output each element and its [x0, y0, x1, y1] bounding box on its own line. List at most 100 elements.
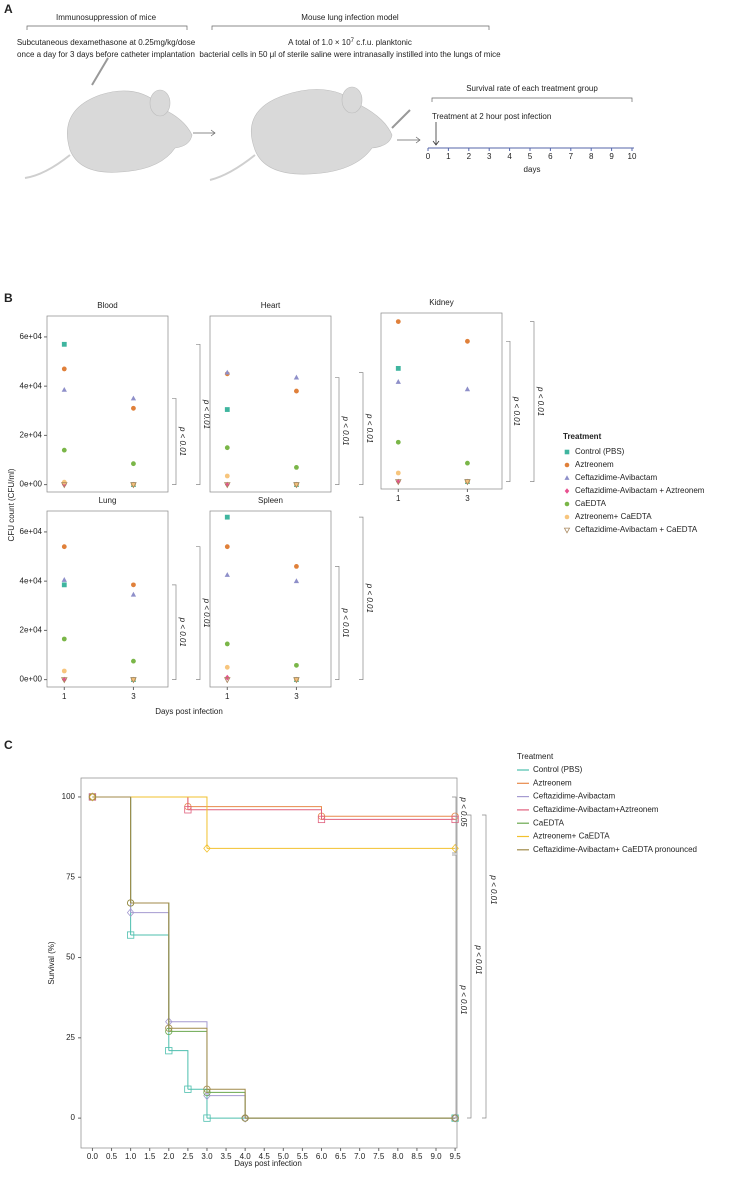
marker — [224, 445, 230, 451]
x-tick-label: 6.0 — [316, 1152, 328, 1161]
marker — [224, 407, 230, 412]
y-tick-label: 25 — [66, 1033, 75, 1042]
marker — [465, 460, 470, 466]
legend-label: Ceftazidime-Avibactam + CaEDTA — [575, 525, 698, 534]
x-tick-label: 3.0 — [201, 1152, 213, 1161]
marker — [88, 793, 97, 801]
annotation: p < 0.01 — [365, 413, 374, 443]
timeline-tick-label: 7 — [569, 152, 574, 161]
bracket — [211, 25, 490, 30]
x-tick-label: 7.5 — [373, 1152, 385, 1161]
marker — [395, 379, 401, 384]
legend-label: Control (PBS) — [575, 447, 625, 456]
y-axis-label: CFU count (CFU/ml) — [7, 468, 16, 541]
x-tick-label: 1.0 — [125, 1152, 137, 1161]
legend-marker — [564, 462, 570, 468]
x-tick-label: 1 — [396, 494, 401, 503]
marker — [394, 479, 402, 486]
marker — [294, 464, 299, 470]
marker — [451, 1114, 459, 1122]
marker — [224, 664, 230, 670]
annotation: p < 0.01 — [459, 984, 468, 1014]
step-text: bacterial cells in 50 μl of sterile sali… — [199, 50, 501, 59]
marker — [203, 843, 211, 853]
legend-label: Aztreonem — [533, 778, 572, 787]
marker — [203, 1091, 211, 1101]
y-axis-label: Survival (%) — [47, 941, 56, 984]
marker — [131, 582, 136, 588]
panel-b: Blood 0e+00 2e+04 4e+04 6e+04 p < 0.01 p < 0.0… — [7, 298, 705, 716]
marker — [131, 658, 136, 664]
legend-label: Ceftazidime-Avibactam+ CaEDTA pronounced — [533, 845, 697, 854]
marker — [294, 662, 299, 668]
timeline-tick-label: 1 — [446, 152, 451, 161]
y-tick-label: 0e+00 — [20, 675, 43, 684]
marker — [294, 388, 299, 394]
y-tick-label: 2e+04 — [20, 625, 43, 634]
legend-marker — [564, 449, 570, 455]
survival-step — [206, 1095, 246, 1119]
marker — [126, 908, 135, 918]
panel-label: A — [4, 2, 13, 16]
marker — [61, 668, 67, 674]
mouse-illustration — [209, 86, 411, 181]
legend-marker — [563, 527, 571, 534]
legend-label: Ceftazidime-Avibactam — [575, 473, 657, 482]
y-tick-label: 100 — [62, 792, 76, 801]
survival-step — [130, 902, 170, 1029]
bracket — [467, 814, 472, 1119]
y-tick-label: 6e+04 — [20, 332, 43, 341]
marker — [317, 815, 326, 824]
marker — [395, 439, 401, 445]
x-tick-label: 2.0 — [163, 1152, 175, 1161]
facet-frame — [209, 315, 332, 493]
survival-step — [168, 1050, 189, 1090]
plot-frame — [80, 777, 458, 1149]
facet-frame — [46, 510, 169, 688]
step-text: A total of 1.0 × 107 c.f.u. planktonic — [288, 38, 412, 48]
x-tick-label: 6.5 — [335, 1152, 347, 1161]
bracket — [506, 340, 511, 482]
panel-c: 0 25 50 75 100 0.0 0.5 1.0 1.5 2.0 2.5 3.0 3.5 4.0 4.5… — [47, 752, 697, 1168]
bracket — [431, 97, 633, 102]
y-tick-label: 50 — [66, 953, 75, 962]
marker — [88, 792, 97, 802]
annotation: p < 0.01 — [512, 396, 521, 426]
marker — [241, 1113, 249, 1123]
x-tick-label: 0.0 — [87, 1152, 99, 1161]
marker — [395, 478, 401, 485]
annotation: p < 0.01 — [474, 944, 483, 974]
survival-step — [168, 1027, 208, 1090]
legend-label: CaEDTA — [533, 818, 565, 827]
survival-step — [92, 796, 208, 849]
y-tick-label: 0 — [71, 1113, 76, 1122]
legend-label: Ceftazidime-Avibactam — [533, 792, 615, 801]
facet-title: Spleen — [258, 496, 283, 505]
timeline-tick-label: 0 — [426, 152, 431, 161]
marker — [60, 482, 68, 489]
step-text: Treatment at 2 hour post infection — [432, 112, 551, 121]
x-tick-label: 9.0 — [430, 1152, 442, 1161]
x-tick-label: 3.5 — [220, 1152, 232, 1161]
y-tick-label: 2e+04 — [20, 430, 43, 439]
legend-label: Aztreonem+ CaEDTA — [533, 832, 610, 841]
arrow — [397, 136, 421, 144]
timeline-tick-label: 2 — [467, 152, 472, 161]
x-tick-label: 4.0 — [240, 1152, 252, 1161]
legend-title: Treatment — [563, 432, 602, 441]
marker — [60, 677, 68, 684]
timeline-ticks: 0 1 2 3 4 5 6 7 8 9 10 — [426, 148, 637, 161]
survival-step — [187, 806, 322, 817]
y-tick-label: 4e+04 — [20, 576, 43, 585]
legend-marker — [564, 501, 570, 507]
marker — [61, 577, 67, 582]
survival-step — [206, 1091, 246, 1119]
facet-title: Heart — [261, 301, 281, 310]
timeline-tick-label: 5 — [528, 152, 533, 161]
marker — [61, 636, 67, 642]
legend-marker — [564, 475, 570, 480]
marker — [224, 572, 230, 577]
marker — [203, 1114, 211, 1122]
marker — [127, 931, 135, 939]
legend-label: Ceftazidime-Avibactam + Aztreonem — [575, 486, 705, 495]
